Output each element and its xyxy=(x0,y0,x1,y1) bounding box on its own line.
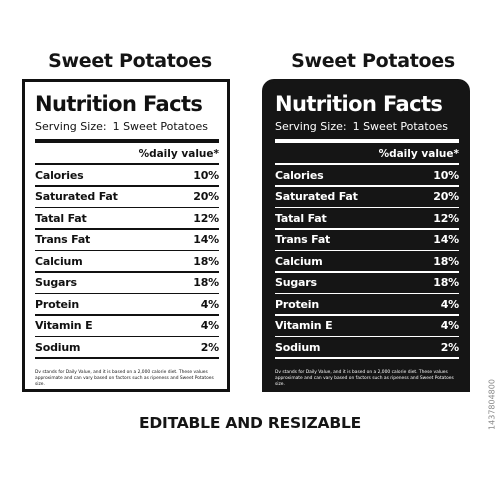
serving-size-label: Serving Size: xyxy=(35,120,107,133)
nutrient-name: Tatal Fat xyxy=(275,211,327,225)
nutrient-row: Vitamin E 4% xyxy=(275,316,459,336)
nutrient-name: Calories xyxy=(275,168,324,182)
row-divider xyxy=(275,185,459,187)
nutrient-name: Sugars xyxy=(275,276,317,289)
nutrient-value: 4% xyxy=(200,319,219,332)
row-divider xyxy=(35,206,219,208)
serving-size-value: 1 Sweet Potatoes xyxy=(112,120,208,133)
nutrient-value: 2% xyxy=(440,340,459,354)
serving-size-label: Serving Size: xyxy=(275,120,347,133)
nutrient-value: 18% xyxy=(433,254,459,268)
nutrient-name: Saturated Fat xyxy=(35,190,118,203)
nutrient-value: 2% xyxy=(200,340,219,354)
row-divider xyxy=(35,249,219,251)
nutrient-name: Vitamin E xyxy=(35,319,93,332)
nutrient-value: 20% xyxy=(433,190,459,203)
nutrient-row: Saturated Fat 20% xyxy=(35,187,219,207)
nutrient-value: 4% xyxy=(440,319,459,332)
nutrient-row: Vitamin E 4% xyxy=(35,316,219,336)
nutrient-name: Tatal Fat xyxy=(35,211,87,225)
nutrient-row: Calcium 18% xyxy=(35,251,219,271)
row-divider xyxy=(35,314,219,316)
nutrient-name: Trans Fat xyxy=(275,233,331,246)
nutrient-value: 4% xyxy=(200,297,219,311)
nutrient-value: 10% xyxy=(193,168,219,182)
row-divider xyxy=(35,357,219,359)
nutrient-name: Trans Fat xyxy=(35,233,91,246)
divider xyxy=(275,163,459,165)
nutrient-row: Tatal Fat 12% xyxy=(35,208,219,228)
nutrient-name: Sodium xyxy=(275,340,321,354)
nutrient-value: 14% xyxy=(433,233,459,246)
row-divider xyxy=(35,292,219,294)
daily-value-header: %daily value* xyxy=(138,148,219,160)
nutrient-row: Protein 4% xyxy=(275,294,459,314)
stock-id: 1437804800 xyxy=(487,379,497,430)
nutrient-name: Vitamin E xyxy=(275,319,333,332)
row-divider xyxy=(35,271,219,273)
nutrient-name: Saturated Fat xyxy=(275,190,358,203)
nutrient-row: Sugars 18% xyxy=(275,273,459,293)
nutrient-value: 12% xyxy=(193,211,219,225)
row-divider xyxy=(275,206,459,208)
nutrient-rows: Calories 10% Saturated Fat 20% Tatal Fat 12% T… xyxy=(35,165,219,359)
nutrient-rows: Calories 10% Saturated Fat 20% Tatal Fat 12% T… xyxy=(275,165,459,359)
row-divider xyxy=(275,314,459,316)
nutrient-name: Calcium xyxy=(275,254,323,268)
nutrition-label-dark: Nutrition Facts Serving Size: 1 Sweet Pot… xyxy=(262,79,470,392)
nutrient-row: Sodium 2% xyxy=(35,337,219,357)
nutrient-name: Sodium xyxy=(35,340,81,354)
nutrient-row: Calories 10% xyxy=(275,165,459,185)
serving-size: Serving Size: 1 Sweet Potatoes xyxy=(35,120,219,134)
row-divider xyxy=(275,292,459,294)
row-divider xyxy=(275,228,459,230)
daily-value-header: %daily value* xyxy=(378,148,459,160)
nutrient-value: 18% xyxy=(433,276,459,289)
footnote: Dv stands for Daily Value, and it is bas… xyxy=(35,369,214,387)
label-title: Nutrition Facts xyxy=(275,92,443,116)
thick-divider xyxy=(275,139,459,143)
nutrient-name: Protein xyxy=(275,297,319,311)
nutrient-name: Calcium xyxy=(35,254,83,268)
nutrient-value: 12% xyxy=(433,211,459,225)
label-title: Nutrition Facts xyxy=(35,92,203,116)
row-divider xyxy=(35,335,219,337)
caption: EDITABLE AND RESIZABLE xyxy=(138,414,362,432)
row-divider xyxy=(275,357,459,359)
thick-divider xyxy=(35,139,219,143)
row-divider xyxy=(275,335,459,337)
nutrient-row: Calcium 18% xyxy=(275,251,459,271)
nutrient-row: Protein 4% xyxy=(35,294,219,314)
serving-size: Serving Size: 1 Sweet Potatoes xyxy=(275,120,459,134)
row-divider xyxy=(35,185,219,187)
row-divider xyxy=(275,271,459,273)
nutrient-name: Protein xyxy=(35,297,79,311)
nutrient-row: Trans Fat 14% xyxy=(275,230,459,250)
nutrient-row: Calories 10% xyxy=(35,165,219,185)
nutrient-value: 20% xyxy=(193,190,219,203)
nutrient-value: 18% xyxy=(193,276,219,289)
footnote: Dv stands for Daily Value, and it is bas… xyxy=(275,369,454,387)
nutrient-row: Sodium 2% xyxy=(275,337,459,357)
nutrient-value: 10% xyxy=(433,168,459,182)
nutrient-name: Sugars xyxy=(35,276,77,289)
nutrient-name: Calories xyxy=(35,168,84,182)
nutrient-row: Tatal Fat 12% xyxy=(275,208,459,228)
nutrient-value: 18% xyxy=(193,254,219,268)
row-divider xyxy=(35,228,219,230)
nutrient-row: Sugars 18% xyxy=(35,273,219,293)
heading-left: Sweet Potatoes xyxy=(48,50,212,72)
nutrient-value: 4% xyxy=(440,297,459,311)
nutrient-value: 14% xyxy=(193,233,219,246)
divider xyxy=(35,163,219,165)
nutrient-row: Saturated Fat 20% xyxy=(275,187,459,207)
nutrient-row: Trans Fat 14% xyxy=(35,230,219,250)
row-divider xyxy=(275,249,459,251)
nutrition-label-light: Nutrition Facts Serving Size: 1 Sweet Pot… xyxy=(22,79,230,392)
heading-right: Sweet Potatoes xyxy=(291,50,455,72)
serving-size-value: 1 Sweet Potatoes xyxy=(352,120,448,133)
